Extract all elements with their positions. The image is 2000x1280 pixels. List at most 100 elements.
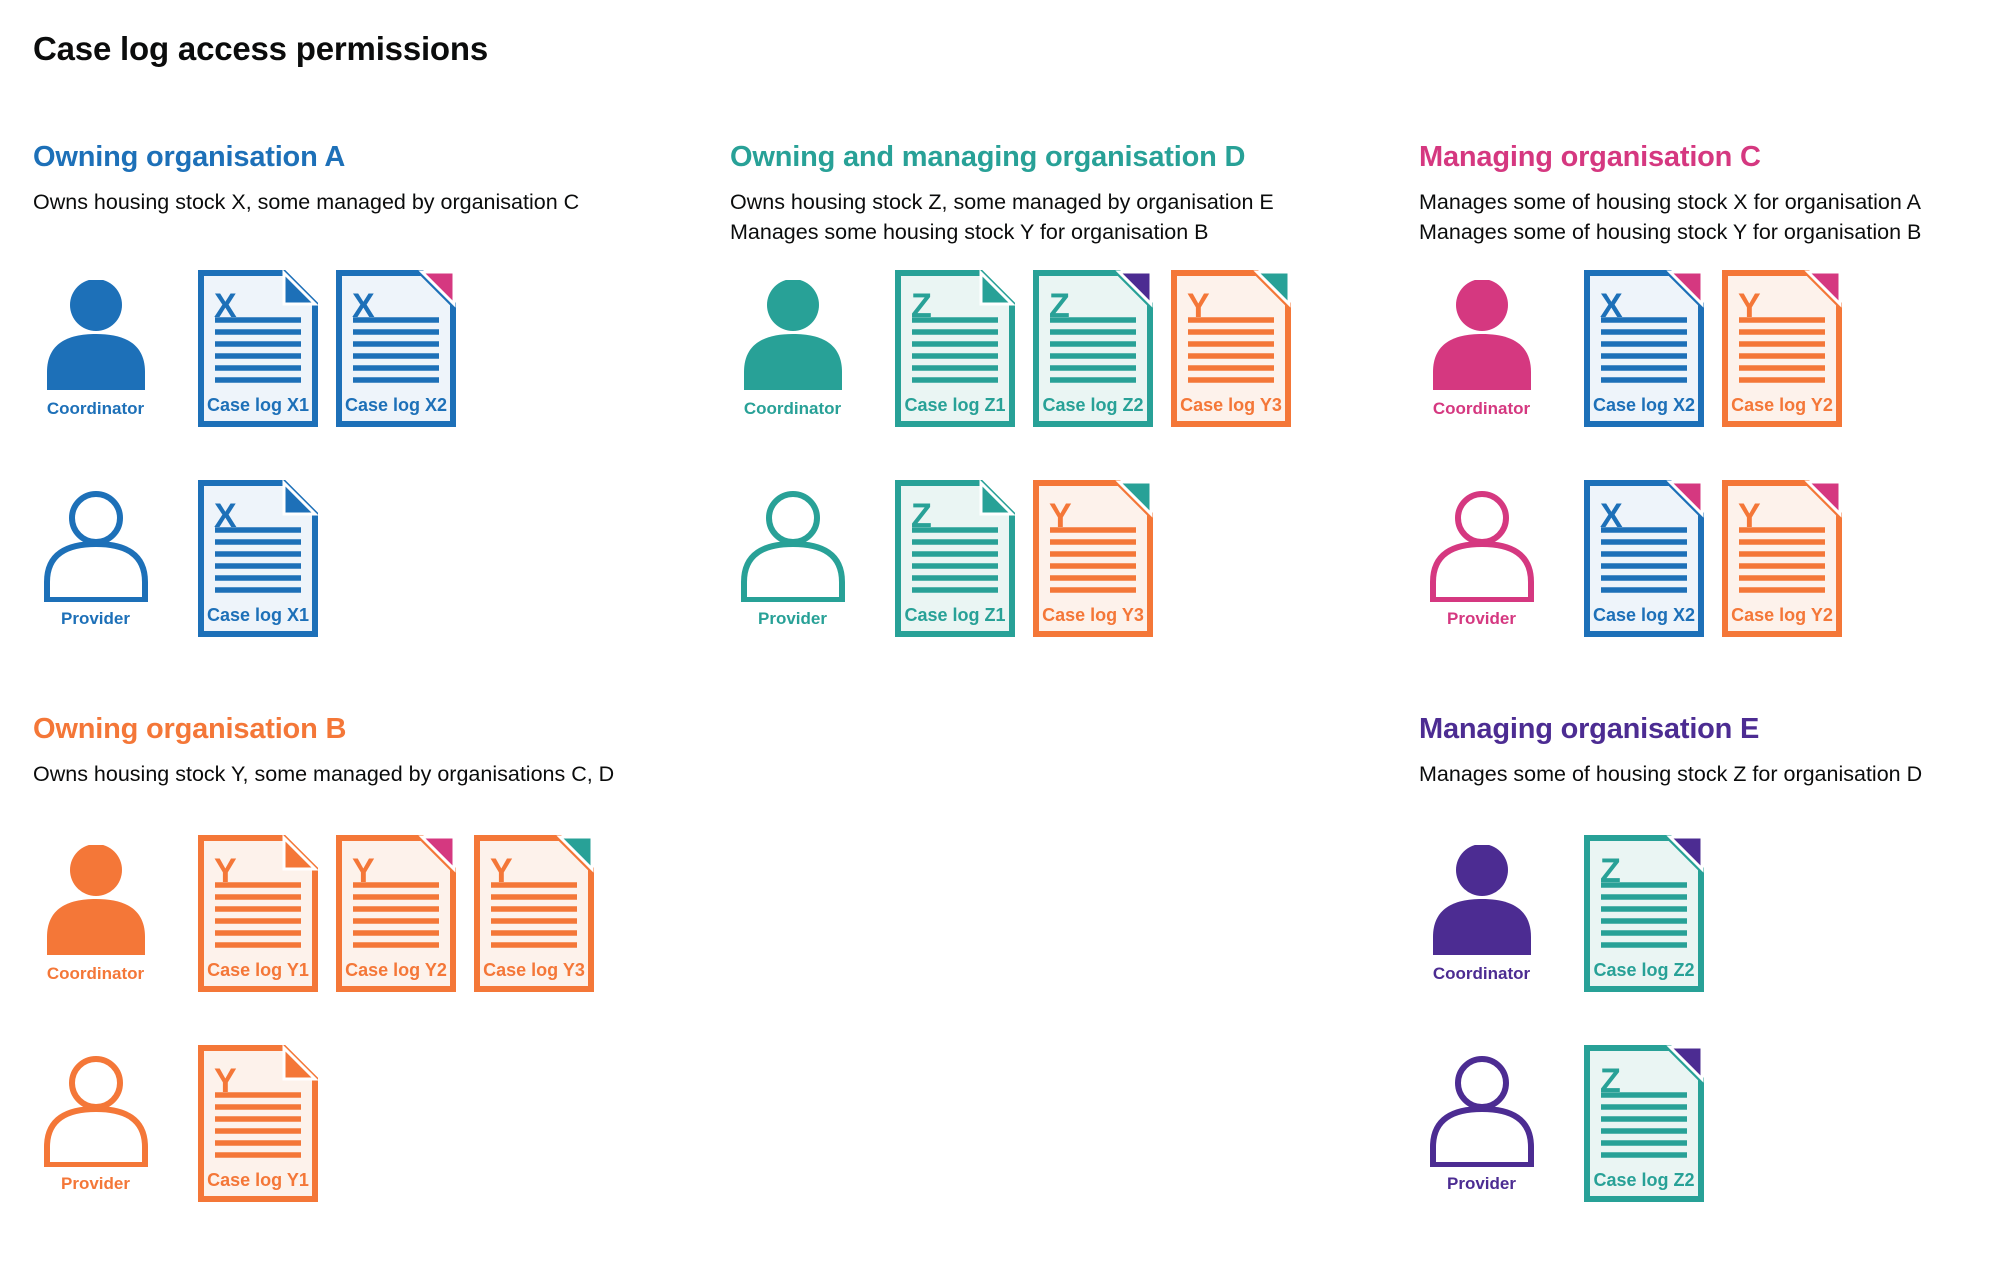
document-fold-corner xyxy=(1666,1045,1704,1083)
person-body xyxy=(43,540,148,602)
document-page xyxy=(336,270,456,427)
section-heading: Owning organisation B xyxy=(33,713,347,745)
document-fold-corner xyxy=(1666,270,1704,308)
document-fold-corner xyxy=(979,479,1016,516)
case-log-docs: Z Case log Z1 Y Case log Y3 xyxy=(895,479,1171,642)
stock-letter: Z xyxy=(1600,852,1621,890)
case-log-label: Case log Z2 xyxy=(1042,395,1143,415)
stock-letter: X xyxy=(214,497,237,535)
section-description-line: Manages some of housing stock Z for orga… xyxy=(1419,762,1923,786)
coordinator-icon xyxy=(46,845,145,955)
stock-letter: Y xyxy=(1738,287,1761,325)
case-log-label: Case log Z1 xyxy=(904,605,1005,625)
document-fold-corner xyxy=(282,269,319,306)
section-description-line: Manages some housing stock Y for organis… xyxy=(730,220,1209,244)
document-fold-corner xyxy=(1804,270,1842,308)
case-log-document-icon: Y Case log Y3 xyxy=(474,835,594,992)
stock-letter: Y xyxy=(1187,287,1210,325)
role-label: Coordinator xyxy=(1432,964,1531,983)
section-description: Manages some of housing stock X for orga… xyxy=(1419,187,1997,247)
section-org-c: Managing organisation C Manages some of … xyxy=(1419,140,1997,637)
section-description-line: Owns housing stock Z, some managed by or… xyxy=(730,190,1274,214)
coordinator-icon xyxy=(743,280,842,390)
document-fold-corner xyxy=(1115,480,1153,518)
stock-letter: X xyxy=(352,287,375,325)
document-fold-corner xyxy=(1115,270,1153,308)
stock-letter: Z xyxy=(911,497,932,535)
role-label: Coordinator xyxy=(743,399,842,418)
provider-icon xyxy=(1429,491,1534,602)
document-page xyxy=(198,1045,318,1202)
case-log-document-icon: Z Case log Z2 xyxy=(1584,835,1704,992)
case-log-document-icon: Y Case log Y2 xyxy=(1722,480,1842,637)
case-log-label: Case log X2 xyxy=(1593,395,1695,415)
case-log-document: Z Case log Z1 xyxy=(895,269,1016,432)
stock-letter: Y xyxy=(214,1062,237,1100)
case-log-document-icon: X Case log X2 xyxy=(1584,270,1704,427)
person-body xyxy=(43,1105,148,1167)
person-head xyxy=(1454,1056,1509,1110)
section-heading: Managing organisation E xyxy=(1419,713,1760,745)
case-log-label: Case log Y3 xyxy=(483,960,585,980)
provider-row: Provider X Case log X2 Y Case log Y2 xyxy=(1419,480,1860,642)
document-page xyxy=(1722,270,1842,427)
role-label: Coordinator xyxy=(46,399,145,418)
stock-letter: X xyxy=(214,287,237,325)
document-fold-corner xyxy=(418,835,456,873)
stock-letter: Y xyxy=(1738,497,1761,535)
provider-icon xyxy=(43,491,148,602)
person-body xyxy=(740,540,845,602)
provider-icon xyxy=(740,491,845,602)
section-description-line: Owns housing stock Y, some managed by or… xyxy=(33,762,615,786)
section-heading: Owning and managing organisation D xyxy=(730,141,1246,173)
case-log-document: Z Case log Z2 xyxy=(1033,270,1153,432)
case-log-docs: Z Case log Z1 Z Case log Z2 Y Case log Y… xyxy=(895,269,1309,432)
case-log-document: X Case log X2 xyxy=(1584,480,1704,642)
stock-letter: Y xyxy=(490,852,513,890)
case-log-document-icon: Z Case log Z2 xyxy=(1584,1045,1704,1202)
role-label: Provider xyxy=(1447,1174,1516,1193)
document-page xyxy=(336,835,456,992)
case-log-document: Y Case log Y2 xyxy=(336,835,456,997)
case-log-document-icon: X Case log X1 xyxy=(198,269,319,427)
case-log-label: Case log Z1 xyxy=(904,395,1005,415)
case-log-document-icon: Z Case log Z1 xyxy=(895,269,1016,427)
case-log-label: Case log Y2 xyxy=(1731,605,1833,625)
permission-rows: Coordinator X Case log X2 Y Case log Y2 … xyxy=(1419,270,1860,690)
document-page xyxy=(1171,270,1291,427)
case-log-label: Case log X1 xyxy=(207,395,309,415)
case-log-document: Y Case log Y2 xyxy=(1722,480,1842,642)
coordinator-figure: Coordinator xyxy=(1419,280,1544,419)
case-log-label: Case log Z2 xyxy=(1593,1170,1694,1190)
case-log-docs: Y Case log Y1 Y Case log Y2 Y Case log Y… xyxy=(198,834,612,997)
case-log-document: Z Case log Z2 xyxy=(1584,1045,1704,1207)
case-log-docs: Z Case log Z2 xyxy=(1584,835,1722,997)
provider-figure: Provider xyxy=(1419,490,1544,629)
case-log-docs: X Case log X1 xyxy=(198,479,336,642)
case-log-document: Y Case log Y1 xyxy=(198,1044,319,1207)
case-log-document: Y Case log Y3 xyxy=(1033,480,1153,642)
case-log-document-icon: Z Case log Z2 xyxy=(1033,270,1153,427)
section-description: Manages some of housing stock Z for orga… xyxy=(1419,759,1997,789)
document-page xyxy=(1722,480,1842,637)
coordinator-row: Coordinator Y Case log Y1 Y Case log Y2 … xyxy=(33,834,612,997)
case-log-label: Case log Y1 xyxy=(207,1170,309,1190)
document-page xyxy=(1033,270,1153,427)
case-log-document-icon: Z Case log Z1 xyxy=(895,479,1016,637)
person-body xyxy=(46,899,145,955)
provider-row: Provider Z Case log Z1 Y Case log Y3 xyxy=(730,479,1309,642)
coordinator-row: Coordinator Z Case log Z2 xyxy=(1419,835,1722,997)
coordinator-row: Coordinator X Case log X1 X Case log X2 xyxy=(33,269,474,432)
coordinator-icon xyxy=(1432,280,1531,390)
person-head xyxy=(69,845,122,896)
case-log-label: Case log X2 xyxy=(345,395,447,415)
stock-letter: Y xyxy=(352,852,375,890)
document-page xyxy=(198,480,318,637)
person-head xyxy=(765,491,820,545)
case-log-label: Case log X1 xyxy=(207,605,309,625)
stock-letter: Y xyxy=(214,852,237,890)
case-log-document: Y Case log Y3 xyxy=(1171,270,1291,432)
role-label: Provider xyxy=(61,1174,130,1193)
section-org-e: Managing organisation E Manages some of … xyxy=(1419,712,1997,1202)
case-log-document-icon: Y Case log Y1 xyxy=(198,834,319,992)
